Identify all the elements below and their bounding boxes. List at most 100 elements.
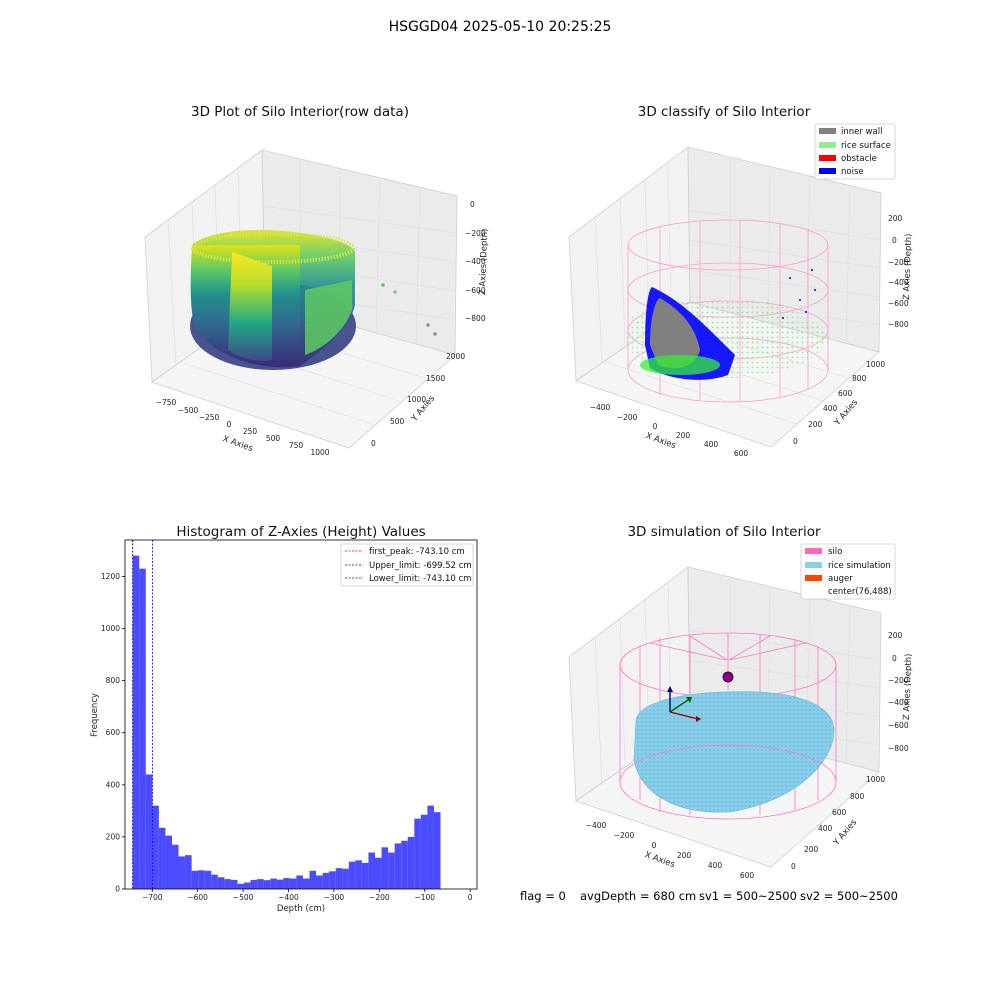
- legend-label: Lower_limit: -743.10 cm: [369, 574, 471, 584]
- y-tick: 600: [838, 389, 853, 398]
- x-ticks-classify: −400 −200 0 200 400 600: [590, 403, 749, 458]
- x-ticks-simulation: −400 −200 0 200 400 600: [586, 821, 755, 880]
- y-tick: 500: [390, 417, 405, 426]
- histogram-bar: [145, 774, 153, 889]
- z-tick: −800: [888, 744, 909, 753]
- x-ticks-histogram: −700 −600 −500 −400 −300 −200 −100 0: [142, 889, 473, 902]
- z-axis-label-classify: Z Axies (Depth): [902, 233, 914, 300]
- x-tick: 200: [676, 431, 691, 440]
- x-tick-label: −700: [142, 893, 163, 902]
- z-tick: −600: [465, 286, 486, 295]
- y-tick: 800: [850, 792, 865, 801]
- sv1-value: sv1 = 500~2500: [699, 889, 797, 903]
- legend-label: rice surface: [841, 141, 891, 151]
- histogram-bar: [224, 879, 231, 889]
- histogram-bars: [132, 555, 441, 889]
- histogram-bar: [309, 870, 317, 889]
- y-tick: 0: [791, 862, 796, 871]
- z-tick: −400: [888, 698, 909, 707]
- auger-axes: [667, 686, 701, 722]
- z-tick: −600: [888, 299, 909, 308]
- x-tick: −200: [614, 831, 635, 840]
- z-tick: −200: [888, 258, 909, 267]
- y-tick: 400: [818, 824, 833, 833]
- histogram-bar: [401, 840, 408, 889]
- histogram-bar: [433, 812, 441, 889]
- x-axis-label-histogram: Depth (cm): [277, 904, 325, 914]
- y-tick-label: 600: [106, 728, 121, 737]
- histogram-bar: [217, 877, 225, 889]
- y-tick: 200: [808, 420, 823, 429]
- legend-label: obstacle: [841, 154, 877, 164]
- panel-classify: 3D classify of Silo Interior: [568, 104, 914, 458]
- silo-wireframe: [619, 744, 837, 820]
- x-tick: 500: [266, 434, 281, 443]
- x-tick-label: −200: [369, 893, 390, 902]
- z-ticks-raw: 0 −200 −400 −600 −800: [465, 200, 486, 323]
- legend-label: first_peak: -743.10 cm: [369, 547, 465, 557]
- histogram-bar: [355, 860, 362, 889]
- histogram-bar: [381, 847, 389, 889]
- y-tick: 0: [371, 439, 376, 448]
- x-tick: 1000: [310, 448, 329, 457]
- histogram-bar: [191, 870, 199, 889]
- histogram-bar: [165, 835, 172, 889]
- legend-label: noise: [841, 167, 864, 177]
- chart-title-classify: 3D classify of Silo Interior: [638, 104, 811, 120]
- legend-simulation: silo rice simulation auger center(76,488…: [800, 543, 896, 600]
- z-tick: 0: [470, 200, 475, 209]
- z-tick: −400: [888, 278, 909, 287]
- x-tick: −750: [156, 398, 177, 407]
- histogram-bar: [257, 879, 264, 889]
- x-tick: 750: [289, 441, 304, 450]
- z-tick: −600: [888, 721, 909, 730]
- z-tick: −800: [465, 314, 486, 323]
- x-tick: 250: [243, 427, 258, 436]
- y-tick: 1000: [866, 775, 885, 784]
- y-ticks-histogram: 0 200 400 600 800 1000 1200: [101, 572, 125, 894]
- y-tick-label: 200: [106, 832, 121, 841]
- y-tick: 1000: [407, 395, 426, 404]
- rice-surface-points: [640, 355, 720, 375]
- histogram-bar: [407, 836, 415, 889]
- noise-points: [782, 269, 816, 319]
- histogram-bar: [316, 875, 323, 889]
- rice-simulation-surface: [633, 691, 835, 813]
- histogram-bar: [427, 805, 434, 889]
- chart-title-histogram: Histogram of Z-Axies (Height) Values: [176, 524, 425, 540]
- panel-simulation: 3D simulation of Silo Interior: [568, 524, 914, 880]
- legend-label: rice simulation: [828, 561, 891, 571]
- x-tick: −400: [590, 403, 611, 412]
- legend-swatch-auger: [805, 575, 822, 581]
- chart-title-simulation: 3D simulation of Silo Interior: [627, 524, 821, 540]
- histogram-bar: [302, 878, 310, 889]
- x-tick-label: −500: [233, 893, 254, 902]
- sv2-value: sv2 = 500~2500: [800, 889, 898, 903]
- z-tick: −400: [465, 257, 486, 266]
- z-tick: 200: [888, 214, 903, 223]
- histogram-bar: [204, 870, 212, 889]
- histogram-bar: [244, 882, 251, 889]
- histogram-bar: [270, 878, 277, 889]
- histogram-bar: [211, 874, 218, 889]
- x-tick: 0: [653, 422, 658, 431]
- histogram-bar: [335, 868, 343, 889]
- legend-label: inner wall: [841, 127, 882, 137]
- y-tick-label: 1200: [101, 572, 120, 581]
- x-tick: 400: [708, 861, 723, 870]
- histogram-bar: [420, 814, 428, 889]
- histogram-bar: [394, 843, 402, 889]
- histogram-bar: [185, 855, 192, 889]
- z-ticks-classify: 200 0 −200 −400 −600 −800: [888, 214, 909, 329]
- legend-swatch-noise: [819, 168, 836, 174]
- x-tick: −200: [617, 413, 638, 422]
- y-axis-label-simulation: Y Axies: [831, 817, 859, 848]
- legend-classify: inner wall rice surface obstacle noise: [814, 123, 896, 180]
- legend-label: auger: [828, 574, 853, 584]
- histogram-bar: [132, 555, 140, 889]
- y-tick: 600: [832, 808, 847, 817]
- legend-swatch-rice-surface: [819, 142, 836, 148]
- y-tick: 200: [804, 845, 819, 854]
- legend-label: silo: [828, 547, 842, 557]
- x-ticks-raw: −750 −500 −250 0 250 500 750 1000: [156, 398, 330, 457]
